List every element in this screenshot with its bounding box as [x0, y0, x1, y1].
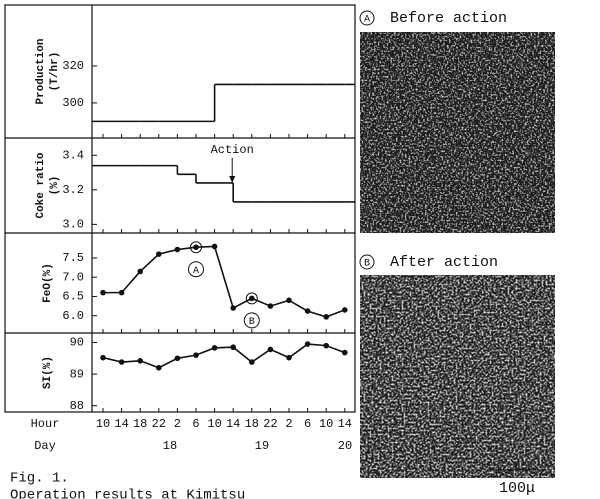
data-point — [249, 359, 255, 365]
data-point — [100, 289, 106, 296]
plots: Production (T/hr)300 320 Coke ratio (%) 3.0 3.… — [5, 38, 355, 453]
data-point — [174, 246, 181, 253]
x-tick-label: 14 — [338, 417, 352, 431]
x-tick-label: 2 — [285, 417, 292, 431]
y-tick-label: 90 — [70, 336, 84, 350]
plot-frame — [4, 4, 356, 413]
y-tick-label: 3.2 — [62, 183, 84, 197]
data-line — [103, 245, 346, 318]
point-label-ring — [188, 261, 204, 278]
data-point — [230, 305, 236, 311]
data-point — [211, 345, 218, 351]
y-axis-label: Production — [35, 38, 47, 104]
y-axis-label: SI(%) — [42, 356, 54, 389]
data-point — [174, 355, 181, 362]
x-axis-label: Hour — [31, 417, 60, 431]
y-axis-label: FeO(%) — [42, 263, 54, 303]
y-tick-label: 300 — [62, 96, 84, 110]
micrograph-label: A — [364, 15, 370, 26]
data-point — [342, 307, 348, 313]
y-tick-label: 6.0 — [62, 309, 84, 323]
data-point — [100, 354, 106, 361]
y-axis-label: (%) — [49, 176, 61, 196]
x-tick-label: 14 — [114, 417, 128, 431]
data-point — [118, 359, 125, 365]
y-tick-label: 3.4 — [62, 148, 84, 162]
x-tick-label: 2 — [174, 417, 181, 431]
micrograph-title: After action — [390, 254, 498, 271]
day-tick-label: 18 — [163, 439, 177, 453]
y-tick-label: 6.5 — [62, 290, 84, 304]
data-point — [304, 308, 311, 314]
data-point — [267, 346, 274, 353]
y-tick-label: 7.0 — [62, 270, 84, 284]
x-tick-label: 10 — [319, 417, 333, 431]
day-tick-label: 19 — [255, 439, 269, 453]
point-ring — [245, 292, 258, 305]
scale-label: 100μ — [499, 480, 535, 497]
caption: Fig. 1. — [10, 471, 69, 487]
data-point — [137, 358, 143, 364]
data-point — [118, 289, 125, 296]
data-point — [342, 349, 348, 356]
y-axis-label: Coke ratio — [35, 152, 47, 218]
micrograph-image — [360, 32, 555, 233]
data-line — [102, 343, 346, 369]
point-label: B — [249, 317, 255, 328]
data-point — [156, 251, 162, 257]
micrograph-a: A Before action — [359, 10, 555, 233]
scale-bar — [489, 464, 546, 471]
data-point — [304, 341, 311, 347]
point-label: A — [193, 266, 199, 277]
y-tick-label: 7.5 — [62, 251, 84, 265]
micrograph-b: B After action — [359, 254, 555, 478]
data-point — [193, 352, 199, 358]
y-tick-label: 88 — [70, 399, 84, 413]
point-ring — [190, 241, 202, 254]
caption: Operation results at Kimitsu — [10, 488, 245, 499]
data-point — [323, 342, 330, 349]
label-circle — [359, 254, 375, 270]
day-tick-label: 20 — [338, 439, 352, 453]
y-tick-label: 3.0 — [62, 218, 84, 232]
data-point — [211, 243, 218, 250]
x-tick-label: 22 — [263, 417, 277, 431]
data-point — [249, 295, 255, 302]
micrograph-image — [360, 275, 555, 478]
data-point — [193, 244, 199, 251]
data-point — [323, 314, 330, 320]
x-tick-label: 18 — [245, 417, 259, 431]
data-point — [156, 364, 162, 371]
y-axis-label: (T/hr) — [49, 52, 61, 92]
data-point — [267, 303, 274, 309]
annotation: Action — [211, 143, 254, 157]
x-tick-label: 6 — [192, 417, 199, 431]
point-label-ring — [243, 312, 260, 329]
micrograph-label: B — [364, 259, 370, 270]
x-tick-label: 10 — [96, 417, 110, 431]
y-tick-label: 320 — [62, 59, 84, 73]
data-point — [230, 344, 236, 351]
annotation-arrowhead — [229, 176, 236, 183]
micrograph-title: Before action — [390, 10, 507, 27]
label-circle — [359, 10, 375, 26]
y-tick-label: 89 — [70, 367, 84, 381]
x-tick-label: 6 — [304, 417, 311, 431]
x-tick-label: 10 — [207, 417, 221, 431]
data-point — [137, 268, 143, 275]
data-point — [286, 297, 292, 304]
data-point — [286, 354, 292, 361]
x-tick-label: 14 — [226, 417, 240, 431]
day-label: Day — [34, 439, 56, 453]
x-tick-label: 18 — [133, 417, 147, 431]
x-tick-label: 22 — [152, 417, 166, 431]
